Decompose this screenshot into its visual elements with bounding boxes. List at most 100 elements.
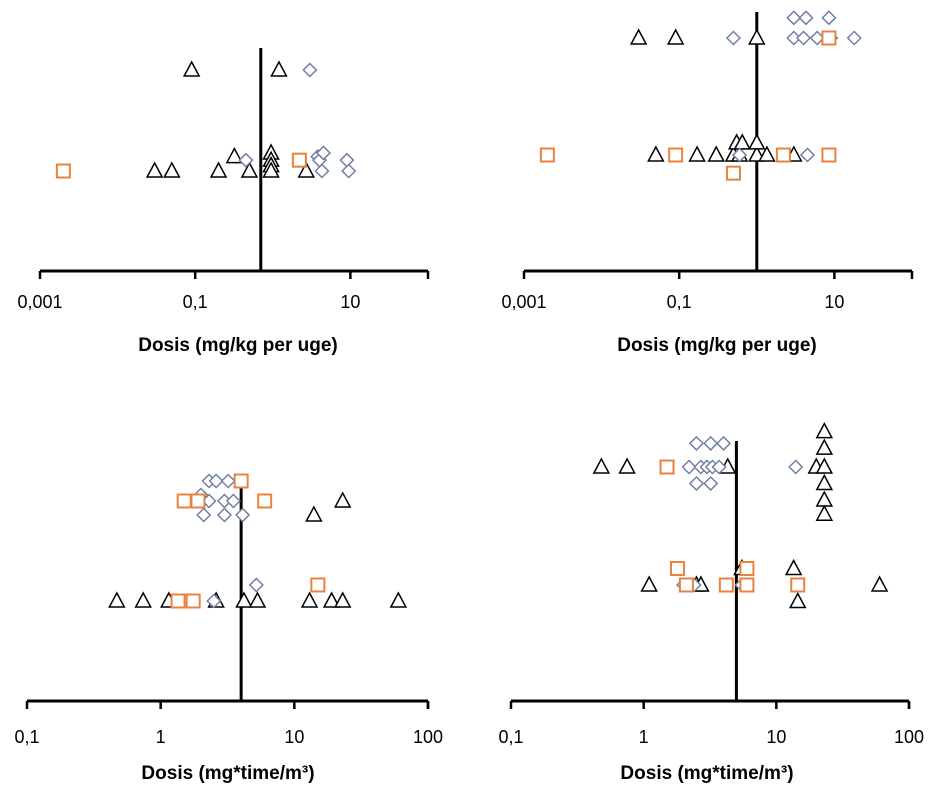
x-axis-title: Dosis (mg*time/m³) — [141, 763, 314, 784]
x-tick-label: 100 — [894, 727, 924, 747]
triangle-point — [333, 491, 352, 508]
square-point — [291, 152, 307, 168]
triangle-point — [748, 28, 766, 45]
diamond-point — [225, 493, 241, 509]
x-tick-label: 10 — [340, 292, 360, 312]
square-point — [668, 147, 684, 163]
chart-top-left: Dosis (mg/kg per uge) 0,001 0,1 10 — [0, 0, 467, 393]
square-point — [725, 165, 741, 181]
triangle-point — [389, 591, 408, 608]
x-axis-title: Dosis (mg/kg per uge) — [138, 335, 338, 356]
triangle-point — [163, 161, 181, 178]
triangle-point — [297, 161, 316, 178]
diamond-point — [681, 459, 697, 475]
triangle-point — [784, 558, 803, 576]
x-tick-label: 0,001 — [17, 292, 62, 312]
triangle-point — [322, 591, 341, 608]
x-tick-label: 10 — [766, 727, 786, 747]
chart-svg: Dosis (mg*time/m³) 0,1 1 10 100 — [14, 473, 443, 784]
chart-top-right: Dosis (mg/kg per uge) 0,001 0,1 10 — [467, 0, 934, 393]
square-point — [55, 163, 71, 179]
triangle-point — [270, 60, 288, 77]
diamond-point — [208, 473, 224, 489]
triangle-point — [108, 591, 126, 608]
triangle-point — [815, 422, 834, 439]
triangle-point — [592, 457, 611, 474]
diamond-point — [238, 152, 254, 168]
square-point — [190, 493, 206, 509]
triangle-point — [640, 575, 658, 592]
square-point — [821, 147, 837, 163]
chart-svg: Dosis (mg/kg per uge) 0,001 0,1 10 — [501, 10, 914, 356]
diamond-point — [196, 507, 212, 523]
triangle-point — [758, 145, 776, 162]
square-point — [670, 560, 686, 576]
diamond-point — [788, 459, 804, 475]
diamond-point — [786, 10, 802, 26]
square-point — [718, 577, 734, 593]
diamond-point — [314, 163, 330, 179]
square-point — [775, 147, 791, 163]
triangle-point — [300, 591, 319, 608]
diamond-point — [248, 577, 264, 593]
square-point — [233, 473, 249, 489]
x-tick-label: 1 — [639, 727, 649, 747]
triangle-point — [788, 591, 807, 609]
diamond-point — [315, 145, 332, 161]
x-axis-title: Dosis (mg/kg per uge) — [617, 335, 817, 356]
chart-svg: Dosis (mg/kg per uge) 0,001 0,1 10 — [17, 48, 430, 356]
triangle-point — [240, 161, 259, 178]
square-point — [659, 459, 675, 475]
x-tick-label: 1 — [156, 727, 166, 747]
x-tick-label: 100 — [413, 727, 443, 747]
triangle-point — [815, 490, 834, 507]
diamond-point — [235, 507, 251, 523]
diamond-point — [725, 30, 742, 46]
chart-bottom-left: Dosis (mg*time/m³) 0,1 1 10 100 — [0, 393, 467, 786]
x-tick-label: 0,001 — [501, 292, 546, 312]
x-tick-label: 0,1 — [498, 727, 523, 747]
square-point — [310, 577, 326, 593]
chart-bottom-right: Dosis (mg*time/m³) 0,1 1 10 100 — [467, 393, 934, 786]
square-point — [678, 577, 694, 593]
triangle-point — [815, 457, 834, 474]
square-point — [790, 577, 806, 593]
triangle-point — [618, 457, 636, 474]
diamond-point — [703, 475, 719, 492]
triangle-point — [815, 473, 834, 491]
diamond-point — [821, 10, 837, 26]
triangle-point — [815, 438, 834, 455]
triangle-point — [225, 146, 244, 164]
triangle-point — [209, 161, 228, 178]
triangle-point — [707, 145, 725, 162]
diamond-point — [846, 30, 862, 46]
diamond-point — [220, 473, 236, 489]
square-point — [176, 493, 192, 509]
diamond-point — [732, 147, 748, 163]
diamond-point — [715, 435, 732, 451]
triangle-point — [182, 60, 201, 77]
x-tick-label: 0,1 — [667, 292, 692, 312]
triangle-point — [305, 505, 323, 522]
triangle-point — [666, 28, 685, 45]
square-point — [821, 30, 837, 46]
diamond-point — [339, 152, 355, 168]
square-point — [185, 593, 201, 609]
triangle-point — [262, 161, 280, 178]
triangle-point — [629, 28, 648, 45]
diamond-point — [206, 593, 222, 609]
diamond-point — [795, 30, 812, 46]
diamond-point — [799, 147, 816, 163]
diamond-point — [341, 163, 357, 179]
triangle-point — [134, 591, 152, 608]
chart-svg: Dosis (mg*time/m³) 0,1 1 10 100 — [498, 422, 924, 784]
triangle-point — [688, 145, 706, 162]
triangle-point — [333, 591, 352, 608]
x-tick-label: 0,1 — [14, 727, 39, 747]
square-point — [170, 593, 186, 609]
triangle-point — [235, 591, 253, 608]
diamond-point — [302, 62, 318, 78]
square-point — [257, 493, 273, 509]
triangle-point — [248, 591, 267, 608]
x-tick-label: 10 — [284, 727, 304, 747]
